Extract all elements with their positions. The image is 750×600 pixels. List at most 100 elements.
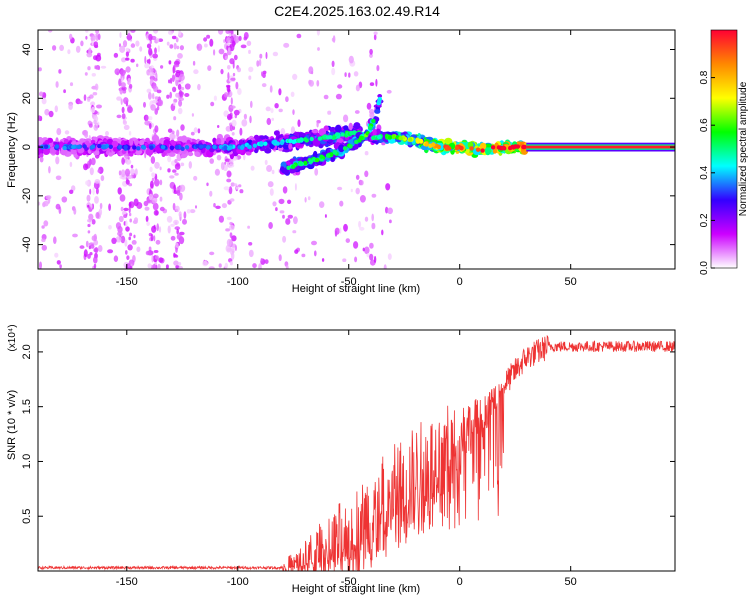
noise-point — [261, 71, 264, 77]
noise-point — [178, 262, 182, 266]
noise-point — [226, 37, 232, 44]
noise-point — [55, 81, 59, 88]
noise-point — [148, 33, 153, 41]
noise-point — [107, 249, 114, 254]
spectral-point — [377, 94, 383, 98]
noise-point — [227, 113, 232, 121]
noise-point — [248, 66, 254, 73]
noise-point — [261, 83, 267, 88]
noise-point — [177, 83, 182, 90]
noise-point — [149, 71, 155, 77]
noise-point — [172, 86, 177, 93]
spectral-point — [283, 168, 290, 175]
spectral-peak — [90, 144, 96, 149]
noise-point — [90, 101, 96, 106]
spectral-point — [348, 122, 353, 131]
spectral-point — [59, 141, 64, 148]
spectral-point — [245, 151, 252, 156]
noise-point — [265, 51, 268, 60]
spectral-point — [444, 137, 453, 145]
noise-point — [168, 79, 171, 84]
noise-point — [118, 78, 122, 87]
noise-point — [124, 168, 131, 177]
noise-point — [230, 182, 235, 187]
noise-point — [239, 189, 244, 194]
spectral-point — [261, 146, 266, 151]
noise-point — [113, 255, 119, 262]
noise-point — [93, 41, 99, 48]
noise-point — [41, 238, 46, 242]
noise-point — [130, 43, 136, 48]
noise-point — [169, 91, 172, 99]
noise-point — [123, 214, 128, 219]
spectral-point — [407, 141, 412, 146]
noise-point — [243, 153, 246, 161]
noise-point — [321, 258, 325, 262]
noise-point — [311, 240, 317, 246]
noise-point — [272, 201, 277, 207]
noise-point — [278, 254, 282, 262]
noise-point — [151, 177, 155, 182]
spectral-peak — [252, 143, 258, 148]
noise-point — [120, 69, 126, 77]
noise-point — [193, 175, 198, 181]
noise-point — [119, 194, 126, 202]
noise-point — [221, 203, 227, 209]
noise-point — [127, 77, 132, 85]
noise-point — [369, 242, 374, 249]
spectral-peak — [259, 141, 264, 146]
track-band-core — [526, 145, 675, 149]
noise-point — [144, 55, 147, 64]
spectral-peak — [354, 139, 359, 145]
noise-point — [327, 110, 332, 115]
spectral-peak — [275, 141, 280, 146]
noise-point — [308, 66, 314, 74]
noise-point — [69, 161, 73, 168]
noise-point — [151, 225, 157, 233]
spectral-point — [264, 147, 272, 154]
noise-point — [189, 209, 196, 214]
spectral-peak — [475, 147, 481, 152]
noise-point — [175, 77, 179, 81]
noise-point — [297, 119, 301, 127]
spectral-point — [215, 137, 222, 145]
noise-point — [331, 67, 336, 76]
noise-point — [229, 43, 235, 52]
noise-point — [157, 263, 161, 269]
noise-point — [116, 96, 122, 101]
noise-point — [120, 206, 124, 212]
noise-point — [123, 97, 129, 105]
noise-point — [136, 63, 139, 68]
noise-point — [144, 206, 150, 211]
noise-point — [173, 260, 179, 266]
noise-point — [308, 80, 314, 87]
noise-point — [41, 244, 47, 251]
noise-point — [87, 160, 92, 166]
spectral-peak — [141, 145, 147, 150]
noise-point — [381, 229, 384, 236]
noise-point — [150, 156, 156, 164]
noise-point — [151, 172, 155, 177]
noise-point — [125, 220, 128, 228]
noise-point — [158, 226, 162, 233]
colorbar: 0.0 0.2 0.4 0.6 0.8 Normalized spectral ampl… — [699, 29, 749, 275]
noise-point — [156, 89, 162, 94]
noise-point — [229, 198, 235, 202]
spectral-point — [180, 153, 188, 159]
spectral-point — [95, 149, 100, 156]
noise-point — [179, 73, 185, 82]
noise-point — [190, 131, 195, 136]
noise-point — [159, 166, 162, 171]
noise-point — [173, 184, 176, 192]
spectral-peak — [490, 145, 496, 150]
noise-point — [231, 235, 237, 242]
noise-point — [248, 75, 252, 80]
noise-point — [195, 205, 197, 209]
noise-point — [91, 219, 96, 225]
noise-point — [169, 77, 173, 84]
y-tick-label: -40 — [21, 237, 33, 253]
noise-point — [224, 161, 227, 165]
noise-point — [248, 249, 254, 258]
noise-point — [94, 179, 101, 184]
noise-point — [350, 188, 353, 193]
